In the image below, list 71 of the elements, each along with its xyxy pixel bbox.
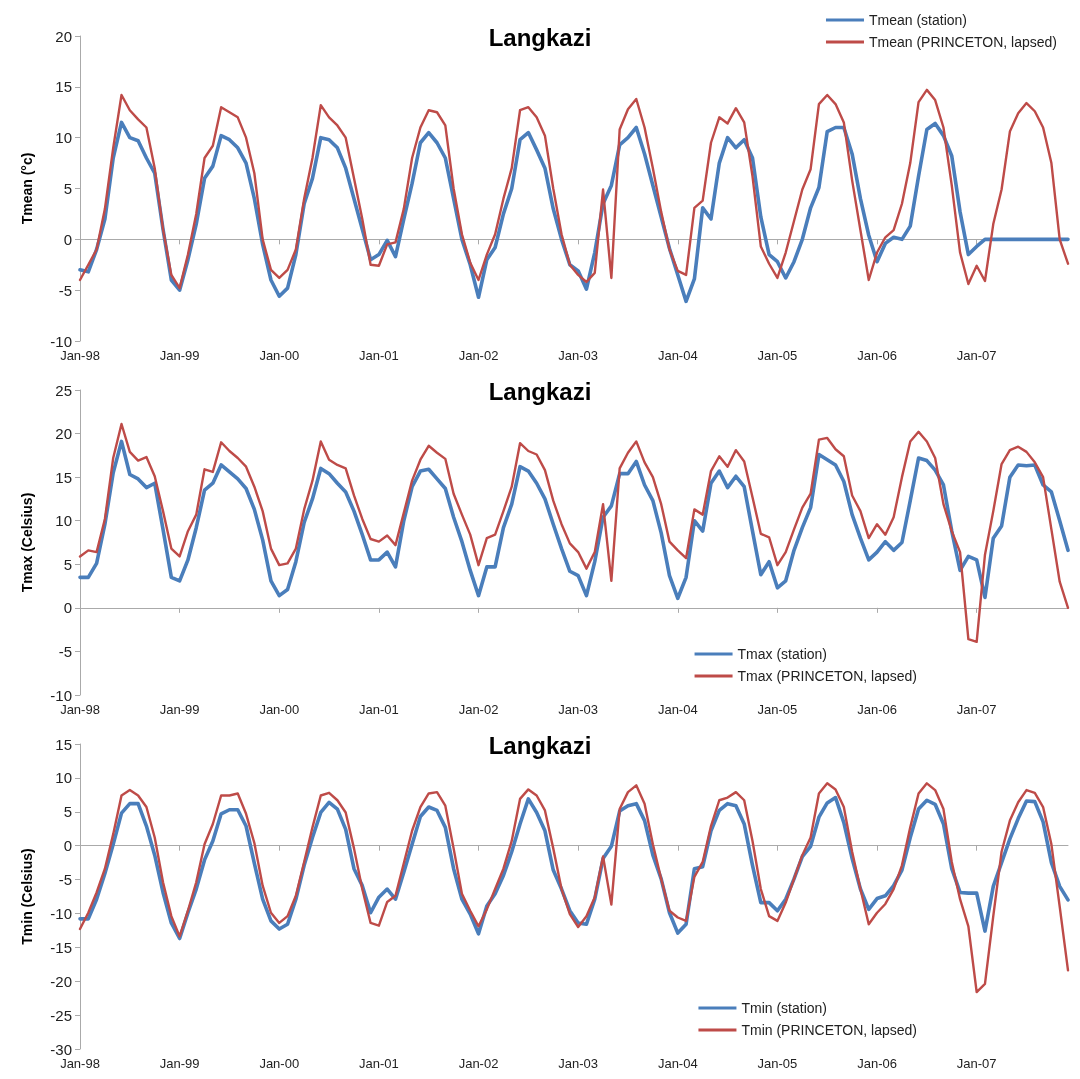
y-tick-label: 25 [55, 381, 72, 399]
x-tick-label: Jan-07 [956, 348, 997, 363]
chart-title: Langkazi [488, 731, 592, 759]
x-tick-label: Jan-00 [259, 348, 300, 363]
y-tick-label: 20 [55, 27, 72, 45]
y-tick-label: -5 [58, 871, 72, 889]
y-tick-label: 15 [55, 468, 72, 486]
y-axis-title: Tmean (°c) [19, 152, 35, 225]
line-series [78, 439, 1070, 601]
x-tick-label: Jan-05 [757, 1056, 798, 1071]
line-series [78, 88, 1070, 290]
y-tick-label: -30 [50, 1040, 72, 1058]
legend-label: Tmean (station) [868, 12, 968, 28]
y-tick-label: 0 [63, 837, 72, 855]
legend-label: Tmin (station) [741, 1000, 828, 1016]
x-tick-label: Jan-05 [757, 702, 798, 717]
x-tick-label: Jan-01 [359, 1056, 399, 1071]
x-tick-label: Jan-02 [458, 348, 499, 363]
y-tick-label: -10 [50, 904, 72, 922]
x-tick-label: Jan-99 [159, 1056, 200, 1071]
y-tick-label: 10 [55, 769, 72, 787]
y-tick-label: -5 [58, 642, 72, 660]
x-tick-label: Jan-04 [657, 702, 698, 717]
y-tick-label: -20 [50, 972, 72, 990]
line-series [78, 782, 1070, 994]
line-series [78, 422, 1070, 644]
y-tick-label: 10 [55, 129, 72, 147]
x-tick-label: Jan-02 [458, 702, 499, 717]
y-tick-label: 5 [63, 803, 72, 821]
x-tick-label: Jan-04 [657, 348, 698, 363]
x-tick-label: Jan-05 [757, 348, 798, 363]
x-tick-label: Jan-02 [458, 1056, 499, 1071]
x-tick-label: Jan-07 [956, 1056, 997, 1071]
x-tick-label: Jan-03 [558, 702, 599, 717]
y-tick-label: -10 [50, 686, 72, 704]
y-tick-label: 0 [63, 230, 72, 248]
x-tick-label: Jan-98 [60, 1056, 100, 1071]
x-tick-label: Jan-01 [359, 348, 399, 363]
x-tick-label: Jan-03 [558, 1056, 599, 1071]
x-tick-label: Jan-98 [60, 348, 100, 363]
x-tick-label: Jan-06 [857, 1056, 897, 1071]
x-tick-label: Jan-00 [259, 1056, 300, 1071]
y-tick-label: -5 [58, 281, 72, 299]
y-tick-label: 5 [63, 180, 72, 197]
y-axis-title: Tmax (Celsius) [19, 492, 35, 593]
x-tick-label: Jan-00 [259, 702, 300, 717]
y-tick-label: -25 [50, 1006, 72, 1024]
legend-label: Tmin (PRINCETON, lapsed) [741, 1022, 918, 1038]
y-tick-label: -10 [50, 332, 72, 350]
chart-title: Langkazi [488, 377, 592, 405]
y-tick-label: 5 [63, 555, 72, 573]
x-tick-label: Jan-04 [657, 1056, 698, 1071]
y-tick-label: 15 [55, 735, 72, 753]
x-tick-label: Jan-06 [857, 702, 897, 717]
y-tick-label: 0 [63, 599, 72, 617]
x-tick-label: Jan-99 [159, 702, 200, 717]
x-tick-label: Jan-01 [359, 702, 399, 717]
y-tick-label: 10 [55, 512, 72, 530]
chart-title: Langkazi [488, 23, 592, 51]
legend-label: Tmax (PRINCETON, lapsed) [737, 668, 918, 684]
x-tick-label: Jan-03 [558, 348, 599, 363]
x-tick-label: Jan-06 [857, 348, 897, 363]
x-tick-label: Jan-99 [159, 348, 200, 363]
y-tick-label: 15 [55, 78, 72, 96]
legend-label: Tmean (PRINCETON, lapsed) [868, 34, 1057, 50]
y-tick-label: -15 [50, 938, 72, 956]
y-axis-title: Tmin (Celsius) [19, 848, 35, 945]
x-tick-label: Jan-98 [60, 702, 100, 717]
legend-label: Tmax (station) [737, 646, 828, 662]
y-tick-label: 20 [55, 425, 72, 443]
x-tick-label: Jan-07 [956, 702, 997, 717]
